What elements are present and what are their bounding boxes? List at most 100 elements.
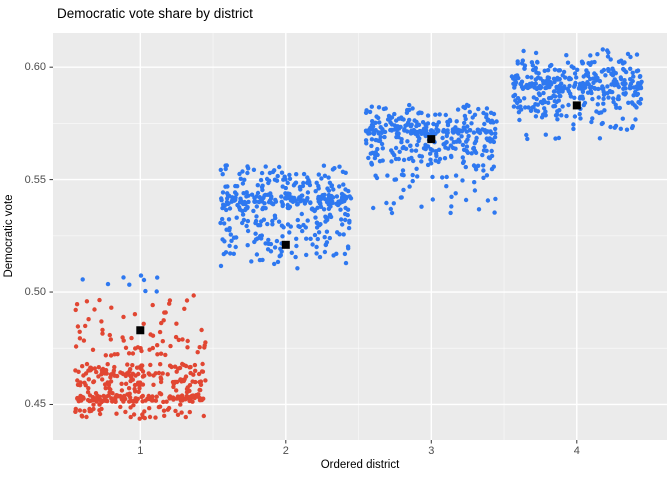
data-point xyxy=(147,347,152,352)
data-point xyxy=(148,362,153,368)
data-point xyxy=(408,143,413,148)
data-point xyxy=(459,129,465,134)
data-point xyxy=(219,196,224,201)
data-point xyxy=(246,199,251,205)
data-point xyxy=(394,118,399,123)
data-point xyxy=(150,394,155,399)
data-point xyxy=(305,218,310,223)
data-point xyxy=(481,148,487,153)
data-point xyxy=(557,93,562,99)
data-point xyxy=(308,200,313,206)
data-point xyxy=(277,254,282,259)
data-point xyxy=(147,414,153,420)
data-point xyxy=(453,129,459,134)
data-point xyxy=(245,170,250,176)
data-point xyxy=(146,371,151,376)
data-point xyxy=(259,170,265,176)
data-point xyxy=(184,393,189,399)
data-point xyxy=(376,115,381,121)
data-point xyxy=(245,218,251,224)
data-point xyxy=(455,107,461,112)
data-point xyxy=(226,193,232,198)
data-point xyxy=(198,379,204,384)
data-point xyxy=(454,119,459,124)
data-point xyxy=(125,362,130,367)
data-point xyxy=(373,120,378,126)
data-point xyxy=(443,145,448,150)
data-point xyxy=(564,53,569,58)
data-point xyxy=(146,393,151,399)
data-point xyxy=(464,139,469,144)
data-point xyxy=(596,95,601,100)
data-point xyxy=(187,383,193,388)
data-point xyxy=(339,217,344,222)
data-point xyxy=(227,206,233,211)
data-point xyxy=(383,106,388,111)
data-point xyxy=(546,96,552,101)
data-point xyxy=(631,74,636,79)
data-point xyxy=(140,414,146,420)
data-point xyxy=(283,177,288,182)
data-point xyxy=(534,70,539,75)
data-point xyxy=(289,250,294,255)
data-point xyxy=(469,121,474,126)
data-point xyxy=(300,198,305,203)
data-point xyxy=(220,216,225,222)
data-point xyxy=(279,249,284,254)
data-point xyxy=(142,409,147,414)
data-point xyxy=(389,127,395,133)
data-point xyxy=(190,379,195,384)
data-point xyxy=(99,319,104,324)
data-point xyxy=(423,142,428,148)
data-point xyxy=(484,112,489,117)
data-point xyxy=(442,156,448,161)
data-point xyxy=(191,293,196,298)
data-point xyxy=(316,230,322,235)
data-point xyxy=(259,185,265,190)
data-point xyxy=(471,145,477,151)
data-point xyxy=(114,411,119,416)
data-point xyxy=(199,327,204,333)
data-point xyxy=(187,388,192,394)
data-point xyxy=(240,169,245,174)
data-point xyxy=(396,134,401,140)
data-point xyxy=(431,131,436,136)
data-point xyxy=(252,239,257,245)
data-point xyxy=(315,236,320,242)
data-point xyxy=(280,203,285,209)
data-point xyxy=(259,219,264,224)
data-point xyxy=(421,146,427,151)
data-point xyxy=(343,260,349,266)
data-point xyxy=(415,174,420,179)
data-point xyxy=(91,402,96,407)
data-point xyxy=(419,204,424,209)
data-point xyxy=(170,395,176,400)
data-point xyxy=(340,222,345,227)
data-point xyxy=(114,373,120,379)
data-point xyxy=(405,139,410,144)
data-point xyxy=(254,204,259,209)
data-point xyxy=(198,382,204,387)
data-point xyxy=(620,81,625,86)
data-point xyxy=(295,217,300,223)
data-point xyxy=(551,104,556,109)
data-point xyxy=(132,312,138,317)
data-point xyxy=(574,75,579,80)
x-tick-label: 2 xyxy=(282,445,289,457)
data-point xyxy=(621,86,626,92)
data-point xyxy=(419,159,424,164)
data-point xyxy=(414,123,419,129)
data-point xyxy=(184,298,190,303)
data-point xyxy=(471,130,477,135)
data-point xyxy=(77,408,83,413)
data-point xyxy=(255,190,261,196)
data-point xyxy=(462,120,467,126)
data-point xyxy=(398,195,404,200)
data-point xyxy=(614,79,619,84)
data-point xyxy=(161,399,166,405)
data-point xyxy=(294,243,299,249)
data-point xyxy=(557,83,562,89)
data-point xyxy=(313,215,318,220)
data-point xyxy=(99,406,104,412)
data-point xyxy=(515,59,520,64)
